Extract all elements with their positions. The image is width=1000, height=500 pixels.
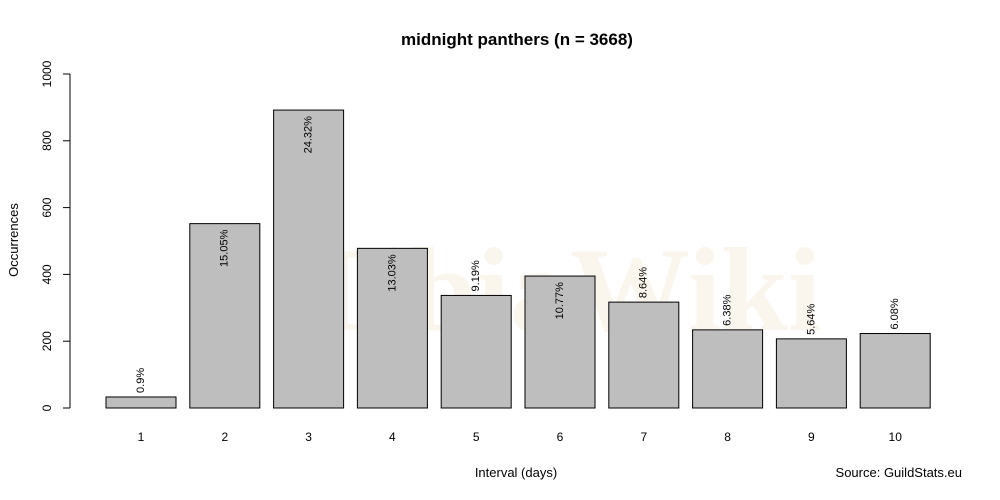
x-tick-label: 6 [557,430,564,444]
chart-title: midnight panthers (n = 3668) [401,30,633,49]
bar-label-6: 10.77% [554,282,566,320]
y-tick-label: 0 [40,404,54,411]
bar-8 [692,329,764,409]
x-tick-label: 7 [640,430,647,444]
x-tick-label: 9 [808,430,815,444]
y-axis-label: Occurrences [6,203,21,277]
y-tick-label: 800 [40,130,54,150]
y-axis: 0 200 400 600 800 1000 [40,60,71,411]
y-tick-label: 200 [40,331,54,351]
x-tick-label: 2 [221,430,228,444]
x-tick-labels: 1 2 3 4 5 6 7 8 9 10 [138,430,903,444]
bar-label-1: 0.9% [135,368,147,393]
bar-7 [608,301,680,409]
y-tick-label: 1000 [40,60,54,87]
bar-1 [105,396,177,409]
bar-6 [524,275,596,409]
bars: 0.9% 15.05% 24.32% 13.03% 9.19% 10.77% 8.64% 6.… [105,109,931,409]
x-tick-label: 4 [389,430,396,444]
bar-10 [859,333,931,409]
x-axis-label: Interval (days) [475,465,557,480]
bar-label-9: 5.64% [805,303,817,334]
x-tick-label: 5 [473,430,480,444]
bar-label-2: 15.05% [219,229,231,267]
bar-5 [440,294,512,409]
bar-label-4: 13.03% [386,254,398,292]
y-tick-label: 400 [40,264,54,284]
y-tick-label: 600 [40,197,54,217]
x-tick-label: 10 [889,430,903,444]
bar-label-7: 8.64% [638,267,650,298]
x-tick-label: 3 [305,430,312,444]
bar-2 [189,223,261,409]
x-tick-label: 1 [138,430,145,444]
bar-label-3: 24.32% [303,116,315,154]
bar-label-8: 6.38% [722,294,734,325]
x-tick-label: 8 [724,430,731,444]
bar-4 [356,247,428,409]
bar-9 [775,338,847,409]
bar-3 [273,109,345,409]
source-label: Source: GuildStats.eu [836,465,962,480]
bar-label-5: 9.19% [470,260,482,291]
bar-label-10: 6.08% [889,298,901,329]
